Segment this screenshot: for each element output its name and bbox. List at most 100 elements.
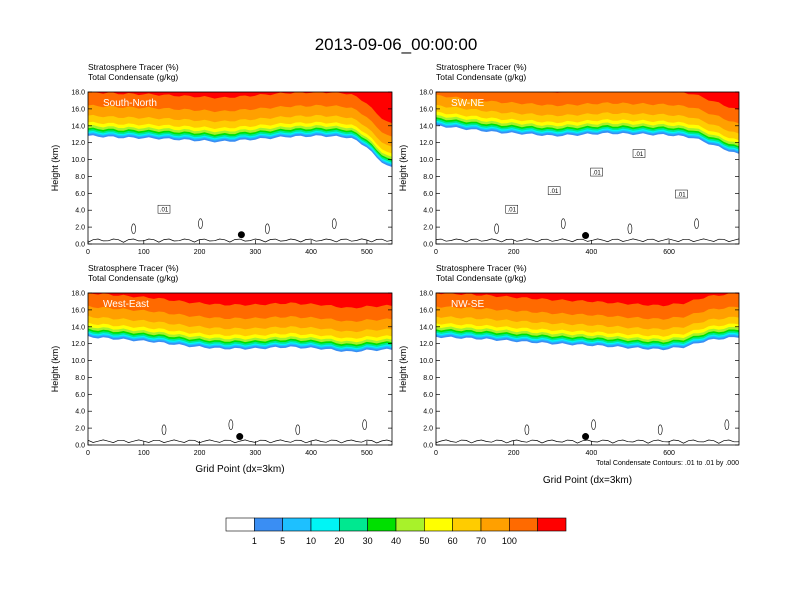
condensate-contour [560, 218, 566, 230]
plot-frame [87, 292, 393, 446]
colorbar: 1 5 10 20 30 40 50 60 70 100 [225, 517, 567, 546]
condensate-contour [657, 424, 663, 436]
y-axis-label: Height (km) [50, 346, 60, 393]
y-tick-label: 2.0 [423, 225, 433, 232]
y-tick-label: 12.0 [71, 140, 85, 147]
panel-subtitle-tracer: Stratosphere Tracer (%) [88, 62, 179, 72]
x-axis-label: Grid Point (dx=3km) [543, 475, 632, 486]
y-tick-label: 0.0 [75, 443, 85, 450]
y-tick-label: 14.0 [71, 123, 85, 130]
x-tick-label: 200 [508, 450, 520, 457]
y-tick-label: 8.0 [75, 375, 85, 382]
panel-sw-ne: Stratosphere Tracer (%)Total Condensate … [398, 62, 740, 256]
y-tick-label: 16.0 [71, 307, 85, 314]
x-tick-label: 100 [138, 249, 150, 256]
location-marker [237, 231, 245, 239]
panel-title: West-East [103, 299, 149, 310]
tracer-band-0 [88, 92, 392, 124]
y-tick-label: 14.0 [419, 324, 433, 331]
x-tick-label: 0 [434, 249, 438, 256]
y-tick-label: 6.0 [75, 191, 85, 198]
colorbar-label: 10 [306, 536, 316, 546]
colorbar-swatch [480, 517, 510, 532]
x-tick-label: 400 [305, 249, 317, 256]
panel-subtitle-tracer: Stratosphere Tracer (%) [436, 263, 527, 273]
tracer-fill [436, 92, 739, 244]
x-tick-label: 500 [361, 249, 373, 256]
panel-subtitle-tracer: Stratosphere Tracer (%) [436, 62, 527, 72]
contour-label: .01 [592, 171, 601, 177]
y-tick-label: 18.0 [71, 90, 85, 97]
y-tick-label: 6.0 [75, 392, 85, 399]
panel-subtitle-tracer: Stratosphere Tracer (%) [88, 263, 179, 273]
condensate-contour [627, 223, 633, 235]
y-tick-label: 4.0 [423, 208, 433, 215]
contour-label: .01 [550, 189, 559, 195]
colorbar-label: 40 [391, 536, 401, 546]
colorbar-swatch [537, 517, 567, 532]
condensate-contour [161, 424, 167, 436]
condensate-contour [295, 424, 301, 436]
colorbar-swatch [395, 517, 425, 532]
y-tick-label: 4.0 [75, 409, 85, 416]
terrain-line [88, 439, 392, 444]
y-tick-label: 6.0 [423, 191, 433, 198]
x-tick-label: 0 [434, 450, 438, 457]
panel-west-east: Stratosphere Tracer (%)Total Condensate … [50, 263, 393, 475]
condensate-contours [436, 419, 739, 444]
y-tick-label: 4.0 [75, 208, 85, 215]
condensate-contour [362, 419, 367, 431]
contour-label: .01 [508, 208, 517, 214]
x-tick-label: 400 [586, 450, 598, 457]
contour-label-box [547, 186, 561, 195]
y-tick-label: 10.0 [71, 157, 85, 164]
contour-label: .01 [677, 193, 686, 199]
y-tick-label: 6.0 [423, 392, 433, 399]
panel-title: South-North [103, 98, 157, 109]
terrain-line [436, 439, 739, 444]
location-marker [582, 232, 590, 240]
y-tick-label: 2.0 [75, 225, 85, 232]
colorbar-swatch [424, 517, 453, 532]
terrain-line [436, 238, 739, 243]
y-tick-label: 18.0 [71, 291, 85, 298]
condensate-contour [265, 223, 270, 235]
colorbar-swatch [310, 517, 340, 532]
panel-subtitle-condensate: Total Condensate (g/kg) [436, 72, 526, 82]
y-tick-label: 14.0 [419, 123, 433, 130]
condensate-contours [88, 419, 392, 444]
condensate-contour [331, 218, 337, 230]
x-tick-label: 200 [194, 450, 206, 457]
location-marker [236, 433, 244, 441]
x-tick-label: 100 [138, 450, 150, 457]
x-tick-label: 500 [361, 450, 373, 457]
y-tick-label: 4.0 [423, 409, 433, 416]
terrain-line [88, 238, 392, 243]
colorbar-swatch [254, 517, 283, 532]
panel-title: SW-NE [451, 98, 484, 109]
condensate-contour [131, 223, 136, 235]
figure-title: 2013-09-06_00:00:00 [315, 35, 478, 54]
condensate-contour [494, 223, 499, 235]
y-axis-label: Height (km) [50, 145, 60, 192]
colorbar-label: 5 [280, 536, 285, 546]
tracer-fill [436, 293, 739, 445]
x-tick-label: 0 [86, 249, 90, 256]
contour-label: .01 [160, 208, 169, 214]
y-tick-label: 18.0 [419, 90, 433, 97]
y-tick-label: 2.0 [75, 426, 85, 433]
condensate-contours: .01 .01 .01 .01 .01 [436, 149, 739, 243]
contour-footnote: Total Condensate Contours: .01 to .01 by… [596, 460, 739, 467]
x-tick-label: 600 [663, 249, 675, 256]
condensate-contour [524, 424, 530, 436]
y-tick-label: 14.0 [71, 324, 85, 331]
panel-nw-se: Stratosphere Tracer (%)Total Condensate … [398, 263, 740, 486]
y-tick-label: 8.0 [423, 174, 433, 181]
contour-label-box [632, 149, 646, 158]
colorbar-label: 1 [252, 536, 257, 546]
tracer-band-0 [436, 293, 739, 307]
y-axis-label: Height (km) [398, 145, 408, 192]
panel-subtitle-condensate: Total Condensate (g/kg) [436, 273, 526, 283]
x-tick-label: 400 [305, 450, 317, 457]
